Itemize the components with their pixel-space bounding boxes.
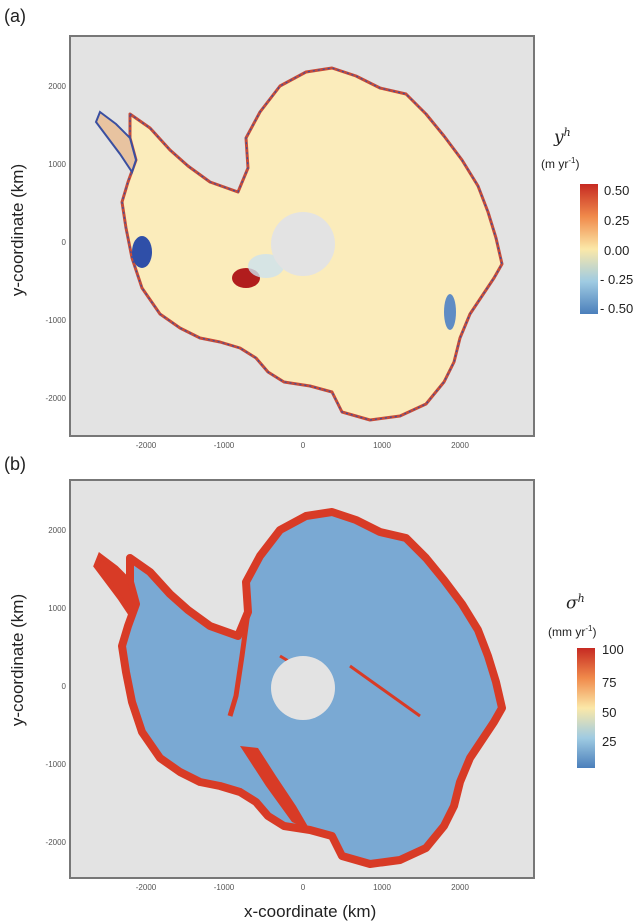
x-tick-label: 1000 (373, 441, 391, 450)
panel-a-legend-tick: 0.00 (604, 243, 630, 258)
panel-a-legend-tick: 0.50 (604, 183, 630, 198)
panel-b-legend-tick: 25 (602, 734, 617, 749)
y-tick-label: -2000 (46, 838, 67, 847)
negative-anomaly (444, 294, 456, 330)
y-tick-label: -1000 (46, 316, 67, 325)
panel-a-legend-unit: (m yr-1) (541, 156, 580, 171)
panel-b-legend-tick: 100 (602, 642, 624, 657)
y-tick-label: 0 (62, 682, 67, 691)
high-uncertainty-band (240, 746, 310, 830)
x-tick-label: 2000 (451, 883, 469, 892)
y-tick-label: -1000 (46, 760, 67, 769)
x-tick-label: 1000 (373, 883, 391, 892)
panel-a-legend-tick: 0.25 (604, 213, 630, 228)
negative-region (248, 254, 284, 278)
y-tick-label: 0 (62, 238, 67, 247)
panel-b-legend-title: σh (566, 592, 585, 614)
panel-b-label: (b) (4, 454, 26, 474)
colorbar-gradient (577, 648, 595, 768)
colorbar-gradient (580, 184, 598, 314)
x-tick-label: 2000 (451, 441, 469, 450)
high-uncertainty-line (349, 664, 421, 718)
peninsula-shape (94, 110, 138, 175)
panel-a-legend-title: yh (554, 126, 571, 148)
coast-noise (121, 67, 503, 421)
y-tick-label: 1000 (48, 604, 66, 613)
y-tick-label: 2000 (48, 82, 66, 91)
negative-anomaly (132, 236, 152, 268)
panel-b-legend-tick: 50 (602, 705, 617, 720)
panel-a-legend-tick: - 0.25 (600, 272, 634, 287)
panel-b-x-axis-label: x-coordinate (km) (244, 902, 377, 921)
panel-b-legend-unit: (mm yr-1) (548, 624, 597, 639)
panel-b-legend-tick: 75 (602, 675, 617, 690)
x-tick-label: -1000 (214, 441, 235, 450)
y-tick-label: -2000 (46, 394, 67, 403)
pole-hole (271, 212, 335, 276)
high-uncertainty-band (227, 611, 251, 717)
panel-b-colorbar (577, 648, 595, 768)
continent-group (93, 508, 506, 868)
y-tick-label: 1000 (48, 160, 66, 169)
panel-a-label: (a) (4, 6, 26, 26)
x-tick-label: -1000 (214, 883, 235, 892)
x-tick-label: 0 (301, 441, 306, 450)
y-tick-label: 2000 (48, 526, 66, 535)
peninsula-shape (93, 552, 139, 622)
panel-b-y-axis-label: y-coordinate (km) (8, 593, 27, 727)
pole-hole (271, 656, 335, 720)
continent-group (94, 66, 504, 422)
x-tick-label: -2000 (136, 883, 157, 892)
x-tick-label: -2000 (136, 441, 157, 450)
panel-a-colorbar (580, 184, 598, 314)
x-tick-label: 0 (301, 883, 306, 892)
panel-a-map: -2000 -1000 0 1000 2000 2000 1000 0 -1000 -2000 (46, 35, 535, 450)
panel-a-legend-tick: - 0.50 (600, 301, 634, 316)
panel-b-map: -2000 -1000 0 1000 2000 2000 1000 0 -1000 -2000 (46, 479, 535, 892)
panel-a-y-axis-label: y-coordinate (km) (8, 163, 27, 297)
